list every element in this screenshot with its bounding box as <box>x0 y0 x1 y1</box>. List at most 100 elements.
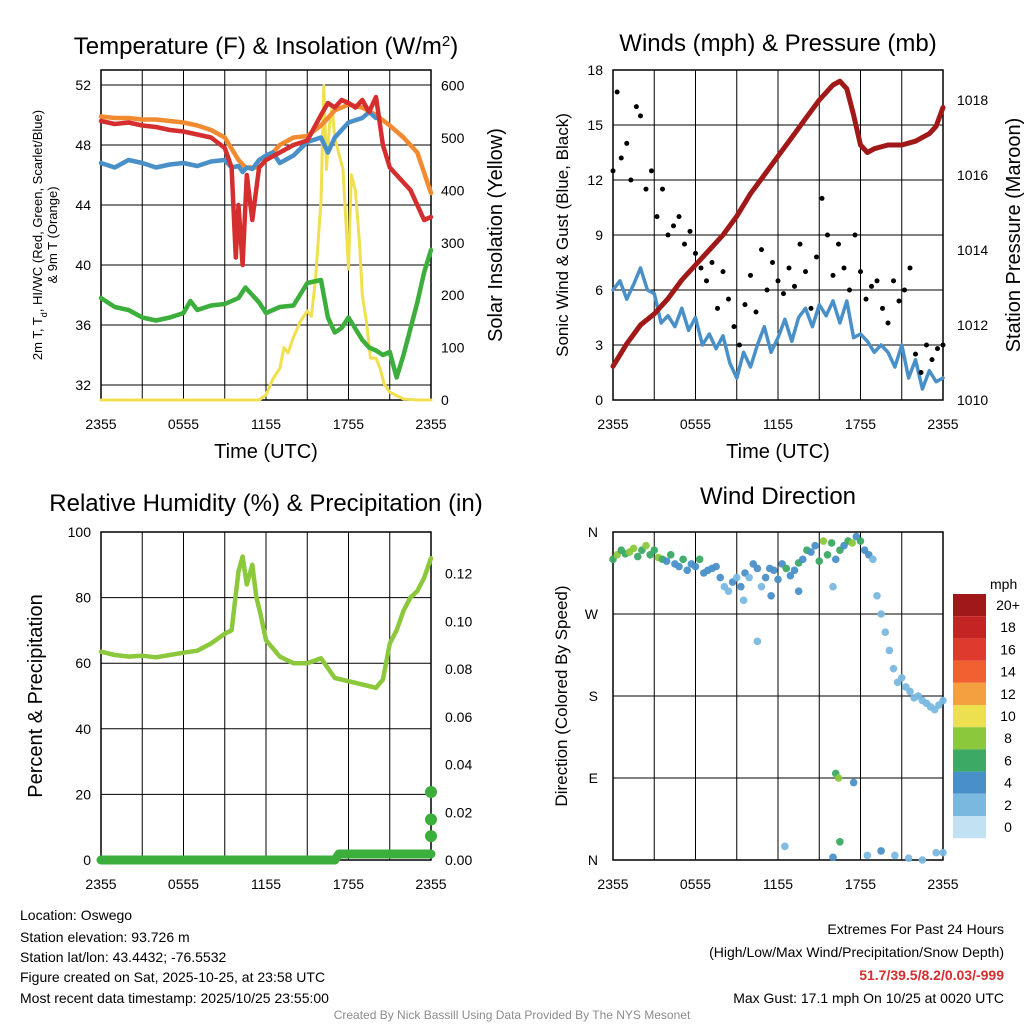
gust-point <box>709 260 715 265</box>
legend-swatch <box>953 771 986 794</box>
wind-direction-point <box>798 555 807 564</box>
wind-direction-point <box>642 541 650 550</box>
x-tick-label: 0555 <box>680 876 711 892</box>
wind-direction-point <box>829 582 837 591</box>
chart-title: Temperature (F) & Insolation (W/m2) <box>74 33 458 61</box>
legend-label: 0 <box>1004 819 1012 835</box>
y2-tick-label: 0.04 <box>445 757 472 773</box>
wind-direction-point <box>712 562 720 571</box>
y-tick-label: 40 <box>75 721 91 737</box>
gust-point <box>902 287 907 293</box>
legend-label: 18 <box>1000 619 1016 635</box>
gust-point <box>896 298 902 304</box>
y-tick-label: 48 <box>75 137 91 153</box>
precipitation-points <box>425 786 437 843</box>
y-tick-label: 80 <box>75 590 91 606</box>
wind-direction-point <box>691 562 700 571</box>
extremes-values: 51.7/39.5/8.2/0.03/-999 <box>859 967 1004 983</box>
legend-label: 2 <box>1004 797 1012 813</box>
wind-direction-point <box>904 854 913 862</box>
legend-swatch <box>953 705 986 728</box>
legend-label: 6 <box>1004 752 1012 768</box>
gust-point <box>924 342 929 348</box>
wind-direction-point <box>856 537 865 545</box>
y-axis-label-line2: & 9m T (Orange) <box>45 186 60 283</box>
legend-swatch <box>953 682 986 705</box>
legend-label: 4 <box>1004 775 1012 791</box>
elevation-label: Station elevation: 93.726 m <box>20 929 190 945</box>
precipitation-point <box>425 786 437 799</box>
x-tick-label: 0555 <box>168 876 199 892</box>
sonic-wind-line <box>611 266 945 391</box>
legend-label: 14 <box>1000 664 1016 680</box>
temperature-2m-line <box>98 94 434 268</box>
wind-direction-point <box>815 557 824 565</box>
relative-humidity-line <box>98 554 434 691</box>
wind-direction-point <box>819 537 828 545</box>
x-tick-label: 1155 <box>251 876 281 892</box>
y2-tick-label: 1018 <box>957 92 988 108</box>
y-tick-label: W <box>585 606 599 622</box>
chart-title: Relative Humidity (%) & Precipitation (i… <box>49 490 482 517</box>
gust-point <box>638 113 643 119</box>
y-tick-label: 6 <box>595 282 603 298</box>
wind-direction-point <box>807 548 815 556</box>
gust-point <box>808 305 814 311</box>
wind-direction-point <box>781 842 789 851</box>
wind-direction-point <box>869 555 877 564</box>
y-tick-label: 100 <box>68 524 92 540</box>
recent-data-label: Most recent data timestamp: 2025/10/25 2… <box>20 990 329 1006</box>
wind-direction-point <box>939 848 947 857</box>
y2-axis-label: Solar Insolation (Yellow) <box>485 128 507 342</box>
gust-point <box>858 269 863 275</box>
gust-point <box>869 283 874 289</box>
plot-border <box>100 69 432 401</box>
y2-tick-label: 0.10 <box>445 613 472 629</box>
gust-point <box>847 287 852 293</box>
gust-point <box>797 241 803 247</box>
gust-point <box>792 283 797 289</box>
wind-direction-point <box>811 541 819 550</box>
precipitation-point <box>425 813 437 826</box>
gust-points <box>610 89 946 375</box>
legend-swatch <box>953 660 986 683</box>
gust-point <box>720 269 726 275</box>
wind-direction-points <box>609 532 947 864</box>
gust-point <box>715 305 720 311</box>
legend-label: 8 <box>1004 730 1012 746</box>
wind-direction-point <box>823 550 832 559</box>
legend-swatch <box>953 816 986 839</box>
gust-point <box>614 89 620 95</box>
gust-point <box>698 265 704 271</box>
wind-direction-point <box>906 687 914 696</box>
wind-direction-point <box>829 853 837 862</box>
legend-swatch <box>953 727 986 750</box>
chart-title: Winds (mph) & Pressure (mb) <box>619 30 936 57</box>
wind-direction-point <box>662 557 671 565</box>
wind-direction-point <box>737 582 745 591</box>
gust-point <box>687 228 693 234</box>
y2-tick-label: 1014 <box>957 242 988 258</box>
gust-point <box>676 214 682 220</box>
y-tick-label: 40 <box>75 257 91 273</box>
gust-point <box>940 342 946 348</box>
y2-tick-label: 400 <box>441 182 465 198</box>
gust-point <box>643 186 649 192</box>
x-axis-label: Time (UTC) <box>214 441 318 463</box>
legend-label: 20+ <box>996 597 1020 613</box>
y2-tick-label: 0.06 <box>445 709 472 725</box>
wind-direction-point <box>877 610 885 618</box>
gust-point <box>610 168 616 174</box>
gust-point <box>830 272 836 278</box>
gust-point <box>665 232 671 238</box>
wind-direction-point <box>827 539 836 547</box>
legend-swatch <box>953 638 986 661</box>
legend-label: 16 <box>1000 641 1016 657</box>
y2-tick-label: 300 <box>441 235 465 251</box>
gust-point <box>759 247 764 253</box>
gust-point <box>748 272 753 278</box>
y2-tick-label: 200 <box>441 287 465 303</box>
gust-point <box>693 250 698 256</box>
wind-direction-point <box>939 696 947 705</box>
